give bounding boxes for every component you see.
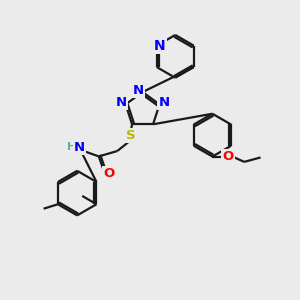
Text: O: O [222, 150, 233, 163]
Text: N: N [116, 96, 127, 110]
Text: N: N [158, 96, 169, 110]
Text: O: O [103, 167, 114, 180]
Text: N: N [154, 39, 166, 53]
Text: S: S [126, 129, 135, 142]
Text: N: N [133, 84, 144, 97]
Text: N: N [74, 141, 85, 154]
Text: H: H [68, 142, 77, 152]
